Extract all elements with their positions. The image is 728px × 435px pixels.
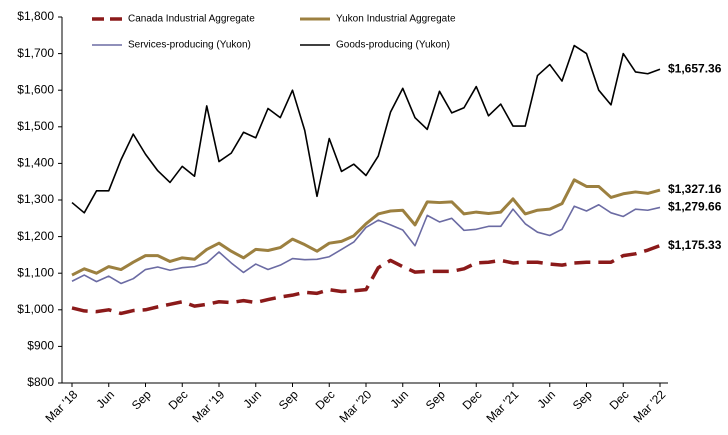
x-tick-label: Mar '21	[483, 387, 521, 425]
legend-label: Canada Industrial Aggregate	[128, 14, 255, 25]
y-tick-label: $1,500	[17, 119, 54, 133]
x-tick-label: Sep	[570, 387, 595, 412]
x-tick-label: Mar '20	[336, 387, 374, 425]
series-line	[71, 178, 661, 277]
x-tick-label: Jun	[388, 387, 412, 411]
value-label: $1,657.36	[668, 61, 722, 75]
x-tick-label: Jun	[535, 387, 559, 411]
y-tick-label: $1,100	[17, 265, 54, 279]
x-tick-label: Jun	[241, 387, 265, 411]
x-tick-label: Sep	[423, 387, 448, 412]
x-tick-label: Jun	[94, 387, 118, 411]
value-label: $1,279.66	[668, 200, 722, 214]
y-tick-label: $900	[27, 339, 54, 353]
y-tick-label: $1,800	[17, 9, 54, 23]
y-tick-label: $1,700	[17, 46, 54, 60]
y-tick-label: $1,600	[17, 82, 54, 96]
x-tick-label: Dec	[166, 387, 191, 412]
x-tick-label: Mar '18	[42, 387, 80, 425]
x-tick-label: Dec	[607, 387, 632, 412]
x-tick-label: Dec	[313, 387, 338, 412]
legend-label: Yukon Industrial Aggregate	[336, 14, 456, 25]
series-line	[71, 44, 661, 214]
value-label: $1,175.33	[668, 238, 722, 252]
y-tick-label: $1,200	[17, 229, 54, 243]
series-line	[71, 203, 661, 285]
x-tick-label: Mar '22	[630, 387, 668, 425]
y-tick-label: $800	[27, 375, 54, 389]
legend-label: Services-producing (Yukon)	[128, 40, 251, 51]
y-tick-label: $1,000	[17, 302, 54, 316]
x-tick-label: Sep	[129, 387, 154, 412]
value-label: $1,327.16	[668, 182, 722, 196]
x-tick-label: Sep	[276, 387, 301, 412]
y-tick-label: $1,400	[17, 156, 54, 170]
legend-label: Goods-producing (Yukon)	[336, 40, 450, 51]
x-tick-label: Dec	[460, 387, 485, 412]
series-line	[71, 243, 661, 316]
y-tick-label: $1,300	[17, 192, 54, 206]
x-tick-label: Mar '19	[189, 387, 227, 425]
